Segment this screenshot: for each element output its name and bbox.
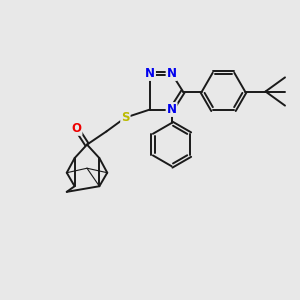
Text: O: O xyxy=(71,122,82,135)
Text: N: N xyxy=(145,67,155,80)
Text: N: N xyxy=(167,103,177,116)
Text: N: N xyxy=(167,67,177,80)
Text: S: S xyxy=(121,111,130,124)
